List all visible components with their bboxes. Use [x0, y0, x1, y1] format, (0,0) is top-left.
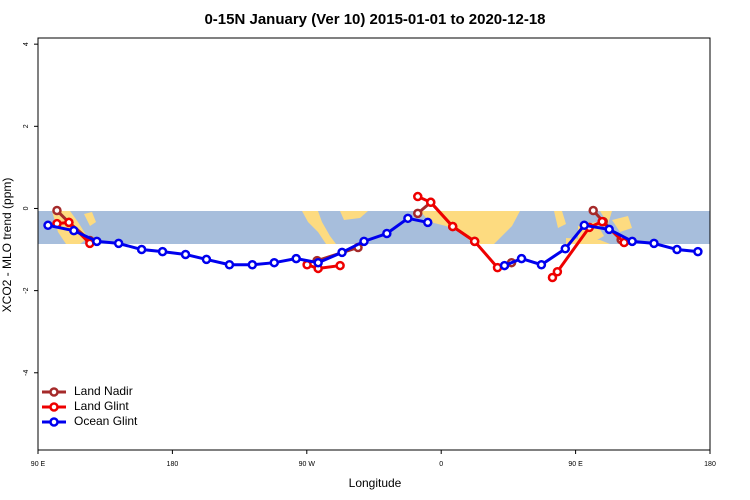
series-point — [403, 213, 413, 224]
series-point — [469, 236, 480, 247]
series-point — [693, 246, 703, 257]
series-point — [157, 246, 168, 257]
series-point — [560, 243, 571, 254]
series-point — [588, 205, 598, 216]
x-tick-label: 180 — [167, 461, 179, 468]
series-point — [359, 236, 369, 247]
series-point — [113, 238, 124, 249]
series-point — [382, 228, 392, 239]
legend-label: Land Glint — [74, 399, 129, 413]
series-point — [335, 260, 345, 271]
x-axis-label: Longitude — [349, 476, 402, 490]
series-point — [649, 238, 659, 249]
series-point — [619, 237, 629, 248]
series-point — [579, 220, 590, 231]
series-point — [224, 259, 235, 270]
series-point — [627, 236, 637, 247]
series-point — [536, 259, 547, 270]
series-point — [69, 225, 79, 236]
y-axis-label: XCO2 - MLO trend (ppm) — [0, 178, 14, 313]
series-point — [52, 205, 62, 216]
series-point — [92, 236, 102, 247]
series-point — [547, 272, 558, 283]
y-tick-label: -4 — [23, 370, 30, 376]
legend-marker — [49, 417, 59, 427]
x-tick-label: 0 — [439, 461, 443, 468]
series-point — [423, 217, 433, 228]
series-point — [447, 221, 458, 232]
legend-label: Land Nadir — [74, 384, 133, 398]
plot-frame — [37, 37, 711, 451]
x-tick-label: 180 — [704, 461, 716, 468]
series-point — [604, 224, 614, 235]
series-point — [337, 247, 347, 258]
series-point — [425, 197, 436, 208]
series-point — [597, 216, 607, 227]
chart-title: 0-15N January (Ver 10) 2015-01-01 to 202… — [204, 11, 545, 28]
x-tick-label: 90 E — [568, 461, 583, 468]
series-point — [201, 254, 212, 265]
x-tick-label: 90 W — [299, 461, 316, 468]
series-point — [64, 217, 74, 228]
series-point — [499, 260, 510, 271]
series-point — [552, 266, 563, 277]
x-tick-label: 90 E — [31, 461, 46, 468]
series-point — [413, 208, 423, 219]
series-point — [247, 259, 258, 270]
y-tick-label: 4 — [23, 42, 30, 46]
series-point — [136, 244, 147, 255]
legend-marker — [49, 387, 59, 397]
series-point — [672, 244, 682, 255]
series-point — [43, 220, 53, 231]
legend-marker — [49, 402, 59, 412]
series-point — [516, 253, 527, 264]
y-tick-label: 2 — [23, 124, 30, 128]
series-point — [413, 191, 423, 202]
y-tick-label: -2 — [23, 287, 30, 293]
series-point — [269, 257, 279, 268]
series-point — [180, 249, 191, 260]
series-point — [313, 257, 323, 268]
legend-label: Ocean Glint — [74, 414, 138, 428]
series-point — [291, 253, 301, 264]
y-tick-label: 0 — [23, 206, 30, 210]
